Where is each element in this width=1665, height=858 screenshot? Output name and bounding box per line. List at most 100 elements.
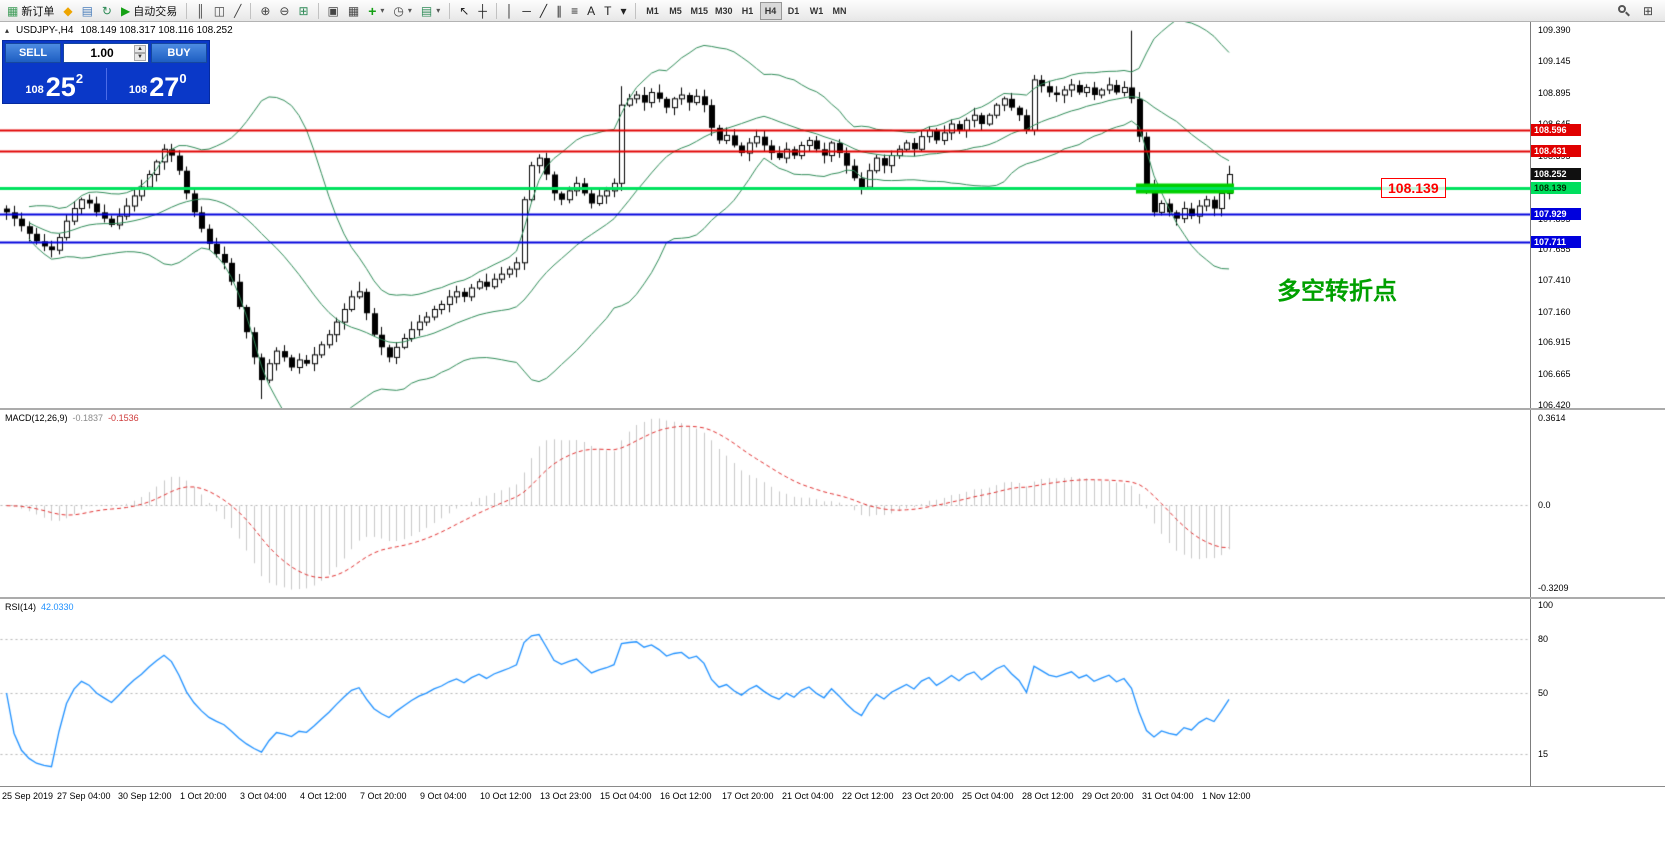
volume-value: 1.00: [90, 46, 114, 60]
vertical-line-button[interactable]: │: [502, 2, 518, 20]
line-chart-button[interactable]: ╱: [230, 2, 245, 20]
time-axis-label: 4 Oct 12:00: [300, 791, 347, 801]
volume-down-button[interactable]: ▼: [134, 53, 146, 61]
chart-window: ▴ USDJPY-,H4 108.149 108.317 108.116 108…: [0, 22, 1665, 858]
volume-up-button[interactable]: ▲: [134, 45, 146, 53]
mql5-button[interactable]: ◆: [59, 2, 76, 20]
macd-label: MACD(12,26,9) -0.1837 -0.1536: [5, 413, 139, 423]
text-button[interactable]: A: [583, 2, 599, 20]
price-tick: 106.665: [1538, 368, 1571, 379]
autotrading-button[interactable]: ▶ 自动交易: [117, 2, 181, 20]
tf-w1-button[interactable]: W1: [806, 2, 828, 20]
tf-m5-button[interactable]: M5: [664, 2, 686, 20]
rsi-axis[interactable]: 100 80 50 15: [1530, 599, 1665, 786]
arrows-button[interactable]: ▾: [616, 2, 630, 20]
trendline-button[interactable]: ╱: [536, 2, 551, 20]
rsi-tick: 100: [1538, 600, 1554, 610]
macd-canvas[interactable]: [0, 410, 1530, 597]
tile-windows-button[interactable]: ⊞: [294, 2, 312, 20]
cursor-button[interactable]: ↖: [455, 2, 473, 20]
buy-button[interactable]: BUY: [151, 43, 207, 63]
autotrading-play-icon: ▶: [120, 3, 131, 18]
fibonacci-button[interactable]: ≡: [567, 2, 582, 20]
macd-axis[interactable]: 0.3614 0.0 -0.3209: [1530, 410, 1665, 597]
price-tick: 108.645: [1538, 119, 1571, 129]
macd-tick: -0.3209: [1538, 583, 1569, 593]
new-order-button[interactable]: ▦ 新订单: [3, 2, 58, 20]
rsi-canvas[interactable]: [0, 599, 1530, 786]
tf-m1-button[interactable]: M1: [641, 2, 663, 20]
candlestick-icon: ◫: [213, 3, 226, 18]
buy-price-prefix: 108: [128, 84, 148, 96]
zoom-in-button[interactable]: ⊕: [256, 2, 274, 20]
time-axis-label: 13 Oct 23:00: [540, 791, 592, 801]
new-chart-icon: ⊞: [1642, 3, 1653, 18]
one-click-collapse-button[interactable]: ▴: [5, 26, 10, 35]
toolbar-separator: [495, 2, 497, 19]
bar-chart-button[interactable]: ║: [192, 2, 209, 20]
text-label-button[interactable]: T: [600, 2, 615, 20]
tf-h1-button[interactable]: H1: [737, 2, 759, 20]
snap-grid-button[interactable]: ▦: [344, 2, 363, 20]
time-axis-label: 17 Oct 20:00: [722, 791, 774, 801]
zoom-out-button[interactable]: ⊖: [275, 2, 293, 20]
toolbar-separator: [317, 2, 319, 19]
panel-separator[interactable]: [0, 408, 1665, 410]
new-chart-button[interactable]: ⊞: [1639, 2, 1657, 20]
autotrading-button-label: 自动交易: [133, 5, 178, 18]
periods-button[interactable]: ◷ ▾: [389, 2, 416, 20]
refresh-button[interactable]: ↻: [98, 2, 116, 20]
macd-value-main: -0.1837: [72, 413, 104, 423]
zoom-in-icon: ⊕: [260, 3, 271, 18]
chart-symbol-period: USDJPY-,H4: [16, 25, 74, 36]
rsi-tick: 50: [1538, 687, 1549, 698]
indicators-button[interactable]: + ▾: [364, 2, 388, 20]
search-button[interactable]: [1613, 2, 1634, 20]
horizontal-line-button[interactable]: ─: [518, 2, 535, 20]
candlestick-button[interactable]: ◫: [210, 2, 229, 20]
time-axis-label: 31 Oct 04:00: [1142, 791, 1194, 801]
buy-price[interactable]: 108 27 0: [107, 65, 210, 103]
tf-h4-button[interactable]: H4: [759, 1, 782, 20]
templates-button[interactable]: ▤ ▾: [417, 2, 444, 20]
sell-button[interactable]: SELL: [5, 43, 61, 63]
chart-note-text[interactable]: 多空转折点: [1277, 278, 1397, 305]
price-chart-canvas[interactable]: [0, 22, 1530, 408]
profiles-button[interactable]: ▤: [78, 2, 97, 20]
tf-d1-button[interactable]: D1: [783, 2, 805, 20]
macd-tick: 0.3614: [1538, 413, 1566, 423]
arrange-windows-button[interactable]: ▣: [324, 2, 343, 20]
time-axis[interactable]: 25 Sep 2019 27 Sep 04:00 30 Sep 12:00 1 Oct…: [0, 786, 1665, 810]
volume-field[interactable]: 1.00 ▲ ▼: [63, 43, 149, 63]
price-axis[interactable]: 109.390109.145108.895108.645108.395108.1…: [1530, 22, 1665, 410]
price-tag: 108.431: [1531, 145, 1581, 158]
tf-m30-button[interactable]: M30: [712, 2, 736, 20]
sell-price-big: 25: [45, 72, 76, 103]
buy-price-big: 27: [149, 72, 180, 103]
channel-button[interactable]: ∥: [552, 2, 566, 20]
tf-m15-button[interactable]: M15: [687, 2, 711, 20]
new-order-button-label: 新订单: [21, 5, 55, 18]
time-axis-label: 10 Oct 12:00: [480, 791, 532, 801]
text-label-icon: T: [604, 3, 612, 18]
time-axis-label: 3 Oct 04:00: [240, 791, 287, 801]
sell-price[interactable]: 108 25 2: [3, 65, 106, 103]
rsi-tick: 15: [1538, 749, 1549, 760]
price-tick: 107.410: [1538, 274, 1571, 285]
horizontal-line-icon: ─: [522, 3, 531, 18]
fibonacci-icon: ≡: [571, 3, 579, 18]
price-annotation-label[interactable]: 108.139: [1381, 178, 1446, 198]
time-axis-label: 23 Oct 20:00: [902, 791, 954, 801]
time-axis-label: 1 Oct 20:00: [180, 791, 227, 801]
chevron-down-icon: ▾: [620, 3, 627, 18]
panel-separator[interactable]: [0, 597, 1665, 599]
time-axis-label: 15 Oct 04:00: [600, 791, 652, 801]
chevron-down-icon: ▾: [436, 6, 441, 15]
trendline-icon: ╱: [539, 3, 548, 18]
search-icon: [1617, 4, 1630, 17]
tf-mn-button[interactable]: MN: [829, 2, 851, 20]
crosshair-button[interactable]: ┼: [474, 2, 491, 20]
price-tag: 108.139: [1531, 182, 1581, 194]
add-indicator-icon: +: [368, 2, 377, 19]
